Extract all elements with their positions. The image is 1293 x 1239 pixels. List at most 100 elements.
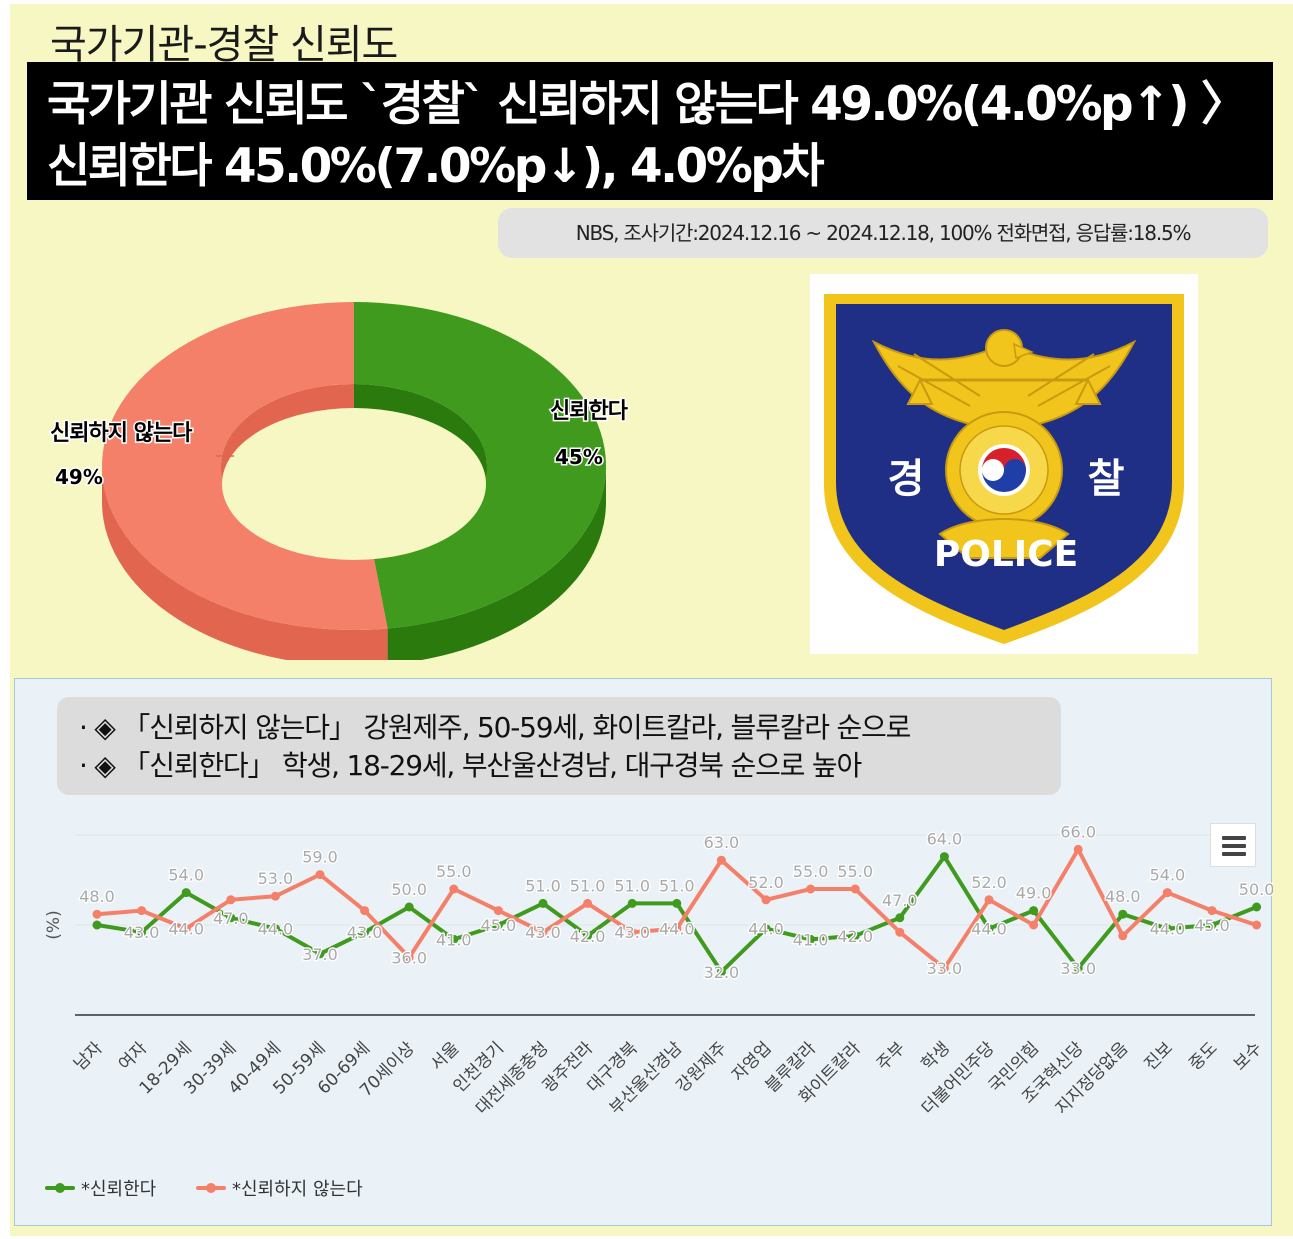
series-line-distrust (96, 847, 1258, 971)
logo-right-text: 찰 (1088, 456, 1125, 502)
point-trust-12[interactable] (627, 898, 637, 908)
data-label-distrust-19: 33.0 (927, 959, 963, 978)
point-distrust-17[interactable] (850, 884, 860, 894)
point-trust-21[interactable] (1029, 906, 1039, 916)
findings-line-2: · ◈ 「신뢰한다」 학생, 18-29세, 부산울산경남, 대구경북 순으로 … (79, 749, 862, 782)
section-title: 국가기관-경찰 신뢰도 (50, 22, 398, 68)
point-trust-4[interactable] (270, 924, 280, 934)
line-chart: (%) 43.0 54.0 47.0 44.0 37.0 43.0 50.0 41.0 45.0 5… (44, 821, 1273, 1119)
data-label-trust-6: 43.0 (347, 923, 383, 942)
point-trust-5[interactable] (315, 949, 325, 959)
data-label-trust-13: 51.0 (659, 876, 695, 895)
point-trust-22[interactable] (1073, 963, 1083, 973)
data-label-distrust-13: 44.0 (659, 920, 695, 939)
point-distrust-13[interactable] (672, 924, 682, 934)
data-label-trust-1: 43.0 (124, 923, 160, 942)
data-label-distrust-0: 48.0 (79, 887, 115, 906)
point-trust-1[interactable] (137, 927, 147, 937)
point-trust-7[interactable] (404, 902, 414, 912)
point-distrust-2[interactable] (181, 924, 191, 934)
data-label-trust-21: 49.0 (1016, 884, 1052, 903)
point-distrust-22[interactable] (1073, 844, 1083, 854)
point-trust-0[interactable] (92, 920, 102, 930)
data-label-distrust-5: 59.0 (302, 848, 338, 867)
data-label-distrust-22: 66.0 (1060, 822, 1096, 841)
point-trust-14[interactable] (716, 967, 726, 977)
point-distrust-5[interactable] (315, 870, 325, 880)
point-trust-10[interactable] (538, 898, 548, 908)
point-distrust-7[interactable] (404, 952, 414, 962)
data-label-trust-9: 45.0 (481, 916, 517, 935)
point-trust-6[interactable] (360, 927, 370, 937)
point-distrust-1[interactable] (137, 906, 147, 916)
point-distrust-26[interactable] (1252, 920, 1262, 930)
chart-menu-button[interactable] (1210, 823, 1256, 867)
point-trust-19[interactable] (939, 852, 949, 862)
data-label-distrust-12: 43.0 (614, 923, 650, 942)
x-tick-label-1: 여자 (115, 1038, 152, 1075)
x-tick-label-18: 주부 (873, 1038, 909, 1074)
point-distrust-0[interactable] (92, 909, 102, 919)
legend-item-trust[interactable]: *신뢰한다 (45, 1175, 156, 1201)
point-distrust-10[interactable] (538, 927, 548, 937)
data-label-distrust-16: 55.0 (793, 862, 829, 881)
point-trust-24[interactable] (1162, 924, 1172, 934)
point-distrust-14[interactable] (716, 855, 726, 865)
legend-item-distrust[interactable]: *신뢰하지 않는다 (195, 1175, 363, 1201)
point-distrust-16[interactable] (806, 884, 816, 894)
point-distrust-11[interactable] (583, 898, 593, 908)
data-label-trust-14: 32.0 (704, 963, 740, 982)
data-label-trust-25: 45.0 (1194, 916, 1230, 935)
point-trust-20[interactable] (984, 924, 994, 934)
point-trust-25[interactable] (1207, 920, 1217, 930)
point-distrust-19[interactable] (939, 963, 949, 973)
point-distrust-20[interactable] (984, 895, 994, 905)
point-distrust-12[interactable] (627, 927, 637, 937)
point-trust-13[interactable] (672, 898, 682, 908)
data-label-trust-2: 54.0 (168, 866, 204, 885)
point-distrust-6[interactable] (360, 906, 370, 916)
legend-label-trust: *신뢰한다 (81, 1179, 157, 1200)
point-distrust-23[interactable] (1118, 931, 1128, 941)
data-label-trust-20: 44.0 (971, 920, 1007, 939)
point-trust-2[interactable] (181, 888, 191, 898)
point-trust-15[interactable] (761, 924, 771, 934)
point-distrust-24[interactable] (1162, 888, 1172, 898)
point-distrust-25[interactable] (1207, 906, 1217, 916)
hamburger-icon (1222, 836, 1246, 840)
point-trust-18[interactable] (895, 913, 905, 923)
point-trust-8[interactable] (449, 934, 459, 944)
point-trust-26[interactable] (1252, 902, 1262, 912)
point-distrust-9[interactable] (493, 906, 503, 916)
point-distrust-3[interactable] (226, 895, 236, 905)
point-distrust-21[interactable] (1029, 920, 1039, 930)
data-label-trust-18: 47.0 (882, 891, 918, 910)
point-trust-17[interactable] (850, 931, 860, 941)
findings-line-1: · ◈ 「신뢰하지 않는다」 강원제주, 50-59세, 화이트칼라, 블루칼라… (79, 711, 911, 744)
data-label-trust-26: 50.0 (1239, 880, 1273, 899)
data-label-trust-5: 37.0 (302, 945, 338, 964)
point-distrust-18[interactable] (895, 927, 905, 937)
point-distrust-8[interactable] (449, 884, 459, 894)
data-label-trust-23: 48.0 (1105, 887, 1141, 906)
data-label-distrust-7: 36.0 (391, 948, 427, 967)
point-trust-23[interactable] (1118, 909, 1128, 919)
headline-line-2: 신뢰한다 45.0%(7.0%p↓), 4.0%p차 (47, 139, 825, 194)
donut-label-1: 신뢰하지 않는다 (50, 421, 193, 446)
point-trust-9[interactable] (493, 920, 503, 930)
point-distrust-4[interactable] (270, 891, 280, 901)
survey-info: NBS, 조사기간:2024.12.16 ~ 2024.12.18, 100% … (498, 208, 1268, 258)
x-tick-label-19: 학생 (918, 1038, 954, 1074)
y-axis-label: (%) (44, 910, 64, 939)
point-trust-3[interactable] (226, 913, 236, 923)
point-distrust-15[interactable] (761, 895, 771, 905)
donut-side-0 (387, 466, 606, 660)
data-label-trust-11: 42.0 (570, 927, 606, 946)
point-trust-11[interactable] (583, 931, 593, 941)
point-trust-16[interactable] (806, 934, 816, 944)
x-tick-label-26: 보수 (1230, 1038, 1266, 1074)
line-chart-panel: · ◈ 「신뢰하지 않는다」 강원제주, 50-59세, 화이트칼라, 블루칼라… (14, 678, 1273, 1226)
x-tick-label-25: 중도 (1185, 1038, 1221, 1074)
data-label-distrust-24: 54.0 (1150, 866, 1186, 885)
findings-box: · ◈ 「신뢰하지 않는다」 강원제주, 50-59세, 화이트칼라, 블루칼라… (57, 697, 1061, 795)
